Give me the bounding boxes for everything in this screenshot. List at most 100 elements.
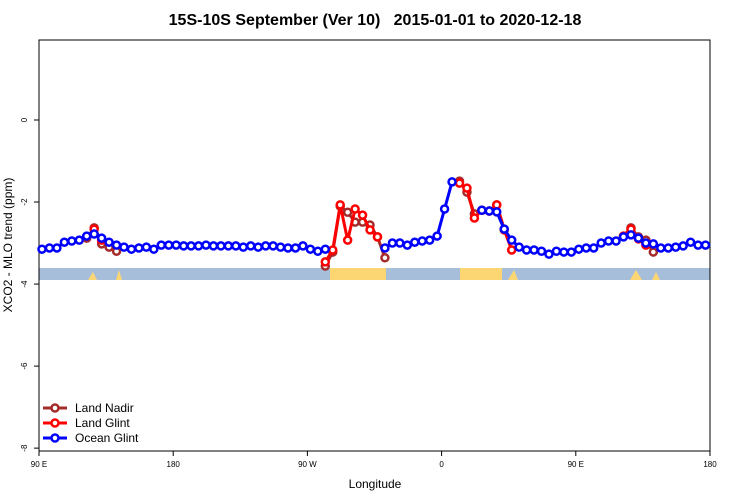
point xyxy=(119,242,129,252)
point xyxy=(648,239,659,249)
legend-marker xyxy=(50,418,60,428)
point xyxy=(342,235,353,245)
land-ocean-mask xyxy=(39,268,710,280)
point xyxy=(462,183,472,193)
point xyxy=(603,236,614,246)
point xyxy=(253,242,263,252)
series-line xyxy=(458,181,514,251)
point xyxy=(357,210,368,220)
point xyxy=(201,240,211,250)
point xyxy=(618,232,629,242)
point xyxy=(670,242,681,252)
point xyxy=(52,243,62,253)
point xyxy=(37,244,47,254)
point xyxy=(283,243,293,253)
point xyxy=(89,229,99,239)
point xyxy=(693,240,703,250)
y-axis-label: XCO2 - MLO trend (ppm) xyxy=(1,178,15,313)
point xyxy=(156,240,167,250)
point xyxy=(320,244,331,254)
point xyxy=(74,235,85,245)
point xyxy=(514,242,524,252)
point xyxy=(320,257,331,267)
point xyxy=(648,247,659,257)
point xyxy=(372,232,383,242)
point xyxy=(484,206,495,216)
point xyxy=(305,244,316,254)
point xyxy=(656,243,666,253)
point xyxy=(536,246,547,256)
point xyxy=(439,204,450,214)
point xyxy=(268,241,278,251)
point xyxy=(335,200,345,210)
point xyxy=(208,241,219,251)
point xyxy=(365,225,375,235)
point xyxy=(275,242,286,252)
point xyxy=(574,244,584,254)
point xyxy=(104,237,114,247)
point xyxy=(417,236,427,246)
point xyxy=(216,241,226,251)
point xyxy=(387,238,398,248)
point xyxy=(611,236,621,246)
y-tick-label: -6 xyxy=(20,362,29,370)
y-tick-label: -4 xyxy=(20,280,29,288)
point xyxy=(551,246,562,256)
point xyxy=(521,245,532,255)
point xyxy=(432,231,442,241)
point xyxy=(402,240,413,250)
point xyxy=(171,240,181,250)
point xyxy=(141,242,152,252)
point xyxy=(544,249,554,259)
point xyxy=(581,243,591,253)
point xyxy=(178,241,189,251)
x-tick-label: 180 xyxy=(703,460,717,469)
point xyxy=(395,238,405,248)
point xyxy=(477,205,487,215)
point xyxy=(223,241,234,251)
x-tick-label: 180 xyxy=(167,460,181,469)
point xyxy=(566,247,577,257)
legend-marker xyxy=(50,403,60,413)
point xyxy=(663,243,673,253)
point xyxy=(134,243,144,253)
point xyxy=(290,243,301,253)
point xyxy=(149,244,159,254)
point xyxy=(529,245,539,255)
point xyxy=(245,241,256,251)
x-tick-label: 90 W xyxy=(298,460,317,469)
point xyxy=(327,245,338,255)
point xyxy=(626,230,636,240)
y-tick-label: -2 xyxy=(20,198,29,206)
point xyxy=(633,233,644,243)
point xyxy=(447,177,457,187)
point xyxy=(424,235,435,245)
point xyxy=(685,237,696,247)
y-tick-label: -8 xyxy=(20,444,29,452)
point xyxy=(641,238,651,248)
x-tick-label: 90 E xyxy=(568,460,584,469)
point xyxy=(44,243,55,253)
y-tick-label: 0 xyxy=(20,117,29,122)
legend-label: Land Glint xyxy=(75,416,130,430)
point xyxy=(260,241,271,251)
point xyxy=(454,178,465,188)
point xyxy=(469,213,480,223)
legend-label: Land Nadir xyxy=(75,401,134,415)
point xyxy=(350,204,360,214)
point xyxy=(700,240,711,250)
point xyxy=(313,246,323,256)
point xyxy=(231,241,241,251)
point xyxy=(678,241,688,251)
chart-title: 15S-10S September (Ver 10) 2015-01-01 to… xyxy=(169,12,582,29)
x-tick-label: 0 xyxy=(439,460,444,469)
point xyxy=(342,207,353,218)
point xyxy=(193,241,204,251)
point xyxy=(596,238,606,248)
point xyxy=(126,244,137,254)
point xyxy=(506,235,517,245)
point xyxy=(186,241,196,251)
point xyxy=(380,243,390,253)
legend-label: Ocean Glint xyxy=(75,431,139,445)
